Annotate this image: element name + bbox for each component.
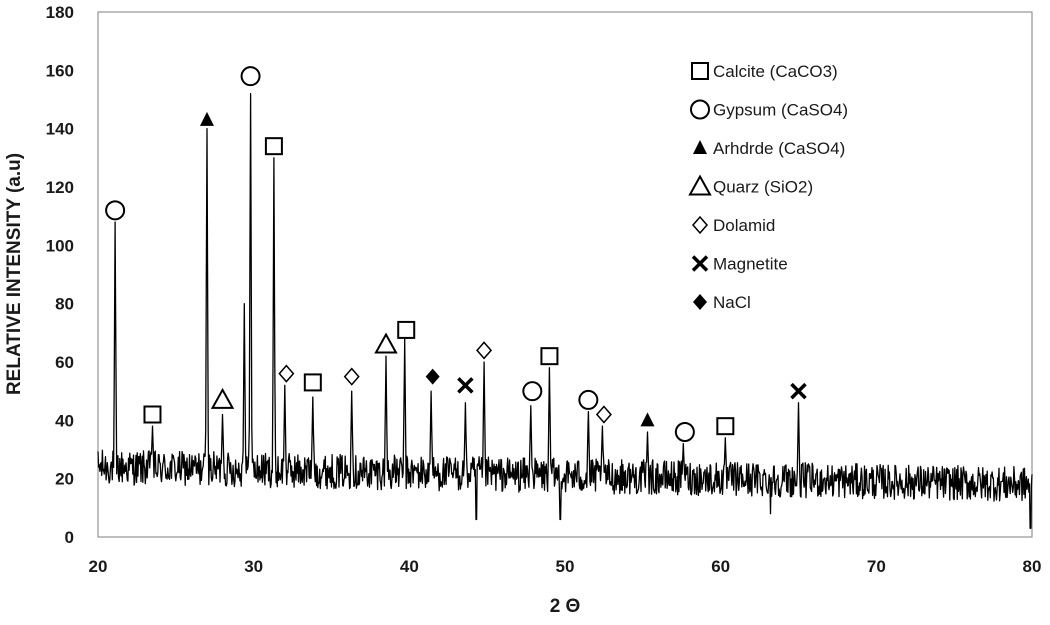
y-tick-label: 160	[46, 61, 74, 80]
phase-marker-open-circle	[522, 381, 543, 402]
phase-marker-open-diamond	[278, 364, 295, 383]
legend-item: Quarz (SiO2)	[688, 174, 813, 197]
y-tick-label: 180	[46, 3, 74, 22]
y-tick-label: 80	[55, 295, 74, 314]
phase-marker-open-square	[716, 417, 735, 436]
legend-marker-open-diamond	[692, 215, 708, 235]
y-tick-label: 40	[55, 411, 74, 430]
legend-item: Magnetite	[691, 255, 788, 274]
phase-marker-open-square	[540, 347, 559, 366]
phase-marker-filled-triangle	[199, 111, 214, 126]
y-axis-title: RELATIVE INTENSITY (a.u)	[4, 153, 25, 395]
y-tick-label: 0	[65, 528, 74, 547]
phase-marker-open-square	[264, 137, 283, 156]
phase-marker-open-triangle	[210, 387, 235, 409]
legend-item: NaCl	[693, 293, 751, 312]
series-layer	[97, 93, 1033, 529]
phase-marker-open-diamond	[476, 341, 493, 360]
phase-marker-open-diamond	[595, 405, 612, 424]
legend-label: Dolamid	[713, 216, 775, 235]
phase-marker-open-square	[303, 373, 322, 392]
y-tick-label: 140	[46, 120, 74, 139]
phase-marker-filled-triangle	[640, 412, 655, 427]
legend-marker-filled-triangle	[693, 140, 707, 154]
phase-markers	[105, 66, 807, 442]
legend-label: Gypsum (CaSO4)	[713, 101, 848, 120]
legend-label: NaCl	[713, 293, 751, 312]
legend-marker-open-triangle	[688, 174, 712, 196]
phase-marker-cross	[457, 377, 474, 394]
phase-marker-filled-diamond	[425, 368, 440, 385]
legend-marker-filled-diamond	[693, 294, 707, 310]
x-tick-label: 50	[556, 557, 575, 576]
legend-marker-open-circle	[690, 99, 710, 120]
phase-marker-open-square	[397, 320, 416, 339]
phase-marker-open-circle	[674, 422, 695, 442]
plot-frame	[97, 11, 1033, 538]
legend-label: Quarz (SiO2)	[713, 178, 813, 197]
phase-marker-cross	[790, 382, 807, 400]
y-tick-label: 20	[55, 470, 74, 489]
legend-item: Calcite (CaCO3)	[691, 62, 838, 81]
x-tick-label: 80	[1023, 557, 1042, 576]
x-tick-label: 70	[867, 557, 886, 576]
phase-marker-open-circle	[105, 200, 126, 221]
legend-item: Arhdrde (CaSO4)	[693, 139, 845, 158]
y-tick-label: 120	[46, 178, 74, 197]
phase-marker-open-circle	[578, 389, 599, 410]
legend: Calcite (CaCO3) Gypsum (CaSO4) Arhdrde (Ca…	[688, 62, 848, 312]
x-tick-label: 20	[89, 557, 108, 576]
x-axis-title: 2 Θ	[550, 596, 581, 617]
x-tick-label: 60	[711, 557, 730, 576]
axis-ticks: 20 30 40 50 60 70 80 0 20 40 60 80 100 120 140 160 180	[46, 3, 1042, 576]
legend-item: Dolamid	[692, 215, 775, 235]
phase-marker-open-square	[143, 405, 162, 424]
y-tick-label: 100	[46, 236, 74, 255]
y-tick-label: 60	[55, 353, 74, 372]
phase-marker-open-circle	[240, 66, 261, 87]
x-tick-label: 30	[244, 557, 263, 576]
legend-marker-open-square	[691, 62, 709, 80]
x-tick-label: 40	[400, 557, 419, 576]
phase-marker-open-triangle	[374, 332, 398, 354]
legend-item: Gypsum (CaSO4)	[690, 99, 848, 120]
series-line	[97, 93, 1033, 529]
legend-label: Calcite (CaCO3)	[713, 62, 838, 81]
phase-marker-open-diamond	[343, 367, 360, 386]
legend-label: Arhdrde (CaSO4)	[713, 139, 845, 158]
legend-marker-cross	[691, 255, 709, 272]
legend-label: Magnetite	[713, 255, 788, 274]
